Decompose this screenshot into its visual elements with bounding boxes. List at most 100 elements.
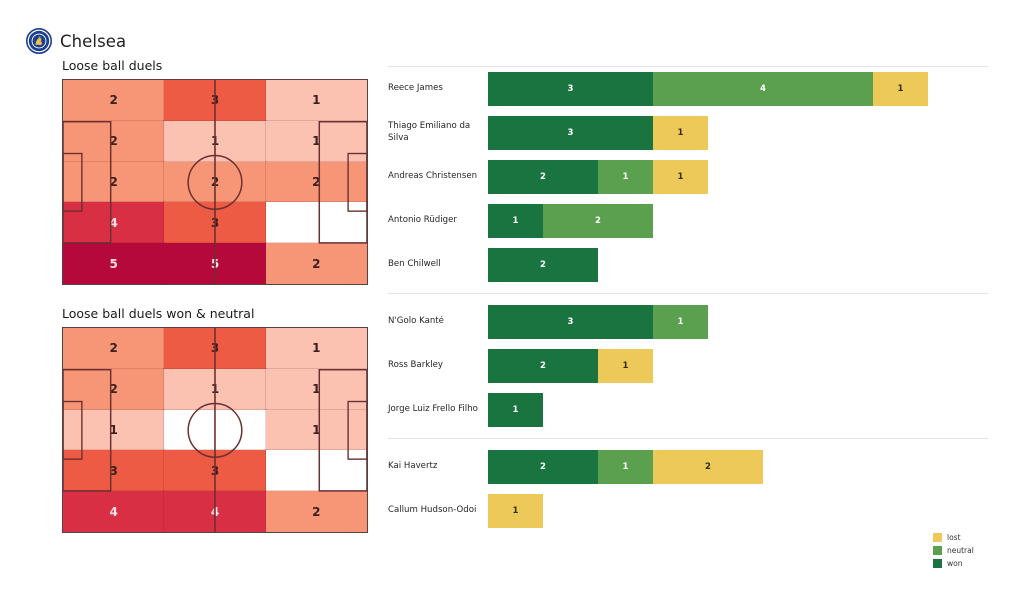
heatmap-cell: 4	[62, 201, 165, 244]
heatmap-cell: 1	[163, 120, 267, 163]
team-header: Chelsea	[26, 28, 126, 54]
chart-row[interactable]: N'Golo Kanté 3 1	[388, 300, 988, 344]
bar-segment-lost[interactable]: 1	[873, 72, 928, 106]
player-name-label: Andreas Christensen	[388, 171, 478, 182]
heatmap-cell: 1	[265, 120, 368, 163]
bar-segment-lost[interactable]: 1	[488, 494, 543, 528]
legend-swatch	[933, 533, 942, 542]
legend-label: lost	[947, 533, 961, 542]
bar-segment-won[interactable]: 2	[488, 248, 598, 282]
heatmap-cell: 1	[62, 409, 165, 451]
heatmap-cell: 2	[265, 490, 368, 533]
heatmap-cell	[265, 201, 368, 244]
bar-segment-won[interactable]: 1	[488, 393, 543, 427]
heatmap-cell: 2	[62, 368, 165, 411]
heatmap-cell: 5	[163, 242, 267, 285]
player-name-label: Ben Chilwell	[388, 259, 441, 270]
bar-segment-won[interactable]: 3	[488, 72, 653, 106]
player-name-label: Reece James	[388, 83, 443, 94]
bar-segment-neutral[interactable]: 1	[653, 305, 708, 339]
chart-row[interactable]: Andreas Christensen 2 1 1	[388, 155, 988, 199]
heatmap-cell: 2	[163, 161, 267, 203]
team-name: Chelsea	[60, 31, 127, 51]
heatmap-cell: 3	[163, 201, 267, 244]
chart-group: Kai Havertz 2 1 2 Callum Hudson-Odoi 1	[388, 438, 988, 539]
heatmap-cell: 2	[265, 242, 368, 285]
bar-segment-won[interactable]: 2	[488, 349, 598, 383]
player-name-label: Ross Barkley	[388, 360, 443, 371]
bar-segment-won[interactable]: 3	[488, 116, 653, 150]
heatmap-cell: 1	[265, 79, 368, 122]
heatmap-cell: 5	[62, 242, 165, 285]
chart-row[interactable]: Reece James 3 4 1	[388, 67, 988, 111]
heatmap-cell: 2	[62, 161, 165, 203]
duels-breakdown-chart: Reece James 3 4 1 Thiago Emiliano da Silva 3 1…	[388, 66, 988, 536]
bar-segment-neutral[interactable]: 1	[598, 160, 653, 194]
bar-segment-lost[interactable]: 1	[653, 160, 708, 194]
heatmap-cell	[265, 449, 368, 492]
heatmap-cell: 1	[163, 368, 267, 411]
bar-segment-lost[interactable]: 2	[653, 450, 763, 484]
heatmap-cell: 1	[265, 327, 368, 370]
legend-item-lost[interactable]: lost	[933, 531, 974, 544]
heatmap-cell: 3	[62, 449, 165, 492]
heatmap-cell: 3	[163, 79, 267, 122]
player-name-label: Callum Hudson-Odoi	[388, 505, 477, 516]
chelsea-crest-icon	[26, 28, 52, 54]
player-name-label: N'Golo Kanté	[388, 316, 444, 327]
player-name-label: Jorge Luiz Frello Filho	[388, 404, 478, 415]
heatmap-title: Loose ball duels won & neutral	[62, 306, 255, 321]
chart-group: Reece James 3 4 1 Thiago Emiliano da Silva 3 1…	[388, 66, 988, 293]
heatmap-cell: 2	[62, 327, 165, 370]
chart-row[interactable]: Thiago Emiliano da Silva 3 1	[388, 111, 988, 155]
heatmap-cell: 4	[62, 490, 165, 533]
chart-row[interactable]: Callum Hudson-Odoi 1	[388, 489, 988, 533]
heatmap-title: Loose ball duels	[62, 58, 163, 73]
legend-item-won[interactable]: won	[933, 557, 974, 570]
bar-segment-neutral[interactable]: 2	[543, 204, 653, 238]
chart-row[interactable]: Jorge Luiz Frello Filho 1	[388, 388, 988, 432]
chart-row-list: Reece James 3 4 1 Thiago Emiliano da Silva 3 1…	[388, 66, 988, 539]
heatmap-cell: 2	[62, 79, 165, 122]
player-name-label: Antonio Rüdiger	[388, 215, 457, 226]
chart-row[interactable]: Antonio Rüdiger 1 2	[388, 199, 988, 243]
chart-row[interactable]: Ben Chilwell 2	[388, 243, 988, 287]
legend-item-neutral[interactable]: neutral	[933, 544, 974, 557]
heatmap-cell: 4	[163, 490, 267, 533]
heatmap-cell	[163, 409, 267, 451]
stacked-bar: 1	[488, 393, 988, 427]
legend-label: won	[947, 559, 963, 568]
bar-segment-won[interactable]: 2	[488, 160, 598, 194]
heatmap-cell: 3	[163, 449, 267, 492]
bar-segment-won[interactable]: 3	[488, 305, 653, 339]
bar-segment-lost[interactable]: 1	[653, 116, 708, 150]
heatmap-cell: 1	[265, 409, 368, 451]
bar-segment-won[interactable]: 1	[488, 204, 543, 238]
bar-segment-lost[interactable]: 1	[598, 349, 653, 383]
heatmap-cell: 2	[62, 120, 165, 163]
stacked-bar: 1	[488, 494, 988, 528]
chart-legend: lost neutral won	[933, 531, 974, 570]
bar-segment-neutral[interactable]: 1	[598, 450, 653, 484]
chart-row[interactable]: Kai Havertz 2 1 2	[388, 445, 988, 489]
bar-segment-won[interactable]: 2	[488, 450, 598, 484]
player-name-label: Thiago Emiliano da Silva	[388, 121, 471, 143]
heatmap-cell: 1	[265, 368, 368, 411]
bar-segment-neutral[interactable]: 4	[653, 72, 873, 106]
chart-group: N'Golo Kanté 3 1 Ross Barkley 2 1 Jorge Luiz F…	[388, 293, 988, 438]
chart-row[interactable]: Ross Barkley 2 1	[388, 344, 988, 388]
legend-swatch	[933, 559, 942, 568]
player-name-label: Kai Havertz	[388, 461, 438, 472]
legend-label: neutral	[947, 546, 974, 555]
heatmap-cell: 2	[265, 161, 368, 203]
